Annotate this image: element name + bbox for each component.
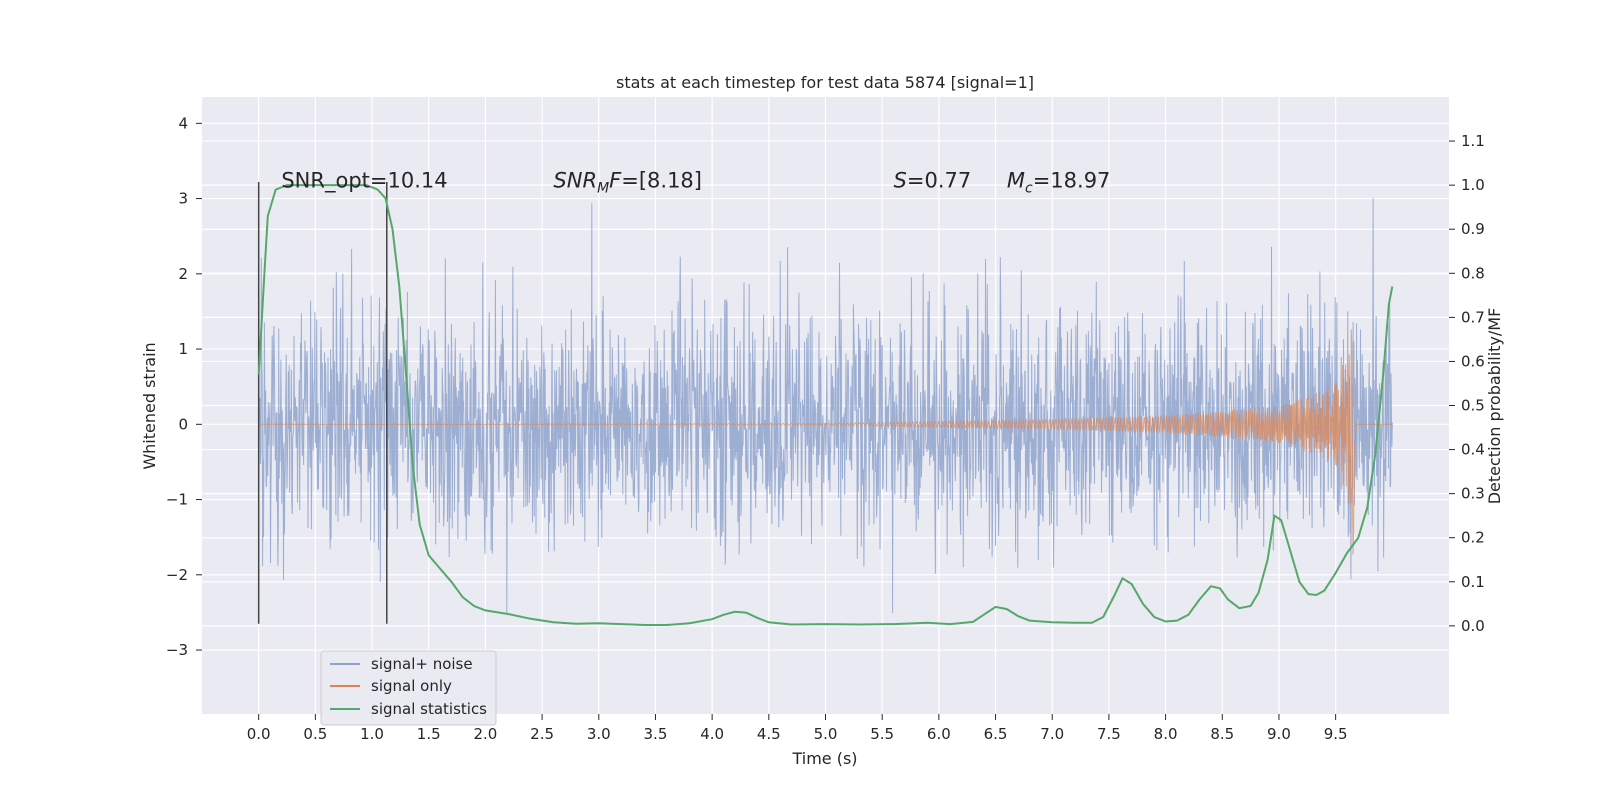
y-tick-label: −1 xyxy=(166,491,188,509)
y-tick-label: −2 xyxy=(166,566,188,584)
y-tick-label: −3 xyxy=(166,641,188,659)
legend-label-stats: signal statistics xyxy=(371,700,487,718)
x-tick-label: 2.5 xyxy=(530,725,554,743)
x-tick-label: 6.0 xyxy=(927,725,951,743)
x-axis-label: Time (s) xyxy=(791,749,857,768)
y-tick-label: 2 xyxy=(178,265,188,283)
annotation-mc_val: Mc=18.97 xyxy=(1007,168,1111,196)
y-tick-label: 0 xyxy=(178,415,188,433)
y2-tick-label: 0.0 xyxy=(1461,617,1485,635)
legend: signal+ noise signal only signal statist… xyxy=(320,650,497,726)
y2-tick-label: 0.5 xyxy=(1461,397,1485,415)
y2-axis-ticks: 1.1 1.0 0.9 0.8 0.7 0.6 0.5 0.4 0.3 0.2 0.1 0.0 xyxy=(1449,132,1485,635)
x-tick-label: 8.5 xyxy=(1210,725,1234,743)
chart-title: stats at each timestep for test data 587… xyxy=(616,73,1034,92)
y2-axis-label: Detection probability/MF xyxy=(1485,308,1504,505)
x-tick-label: 9.0 xyxy=(1267,725,1291,743)
y-tick-label: 3 xyxy=(178,190,188,208)
legend-box xyxy=(320,650,497,726)
y2-tick-label: 0.6 xyxy=(1461,352,1485,370)
x-tick-label: 7.0 xyxy=(1040,725,1064,743)
legend-label-noise: signal+ noise xyxy=(371,655,473,673)
x-tick-label: 0.0 xyxy=(247,725,271,743)
x-tick-label: 5.5 xyxy=(870,725,894,743)
stats-series xyxy=(257,184,1394,626)
y2-tick-label: 0.4 xyxy=(1461,441,1485,459)
signal-trace xyxy=(258,329,1393,555)
x-tick-label: 6.5 xyxy=(984,725,1008,743)
y2-tick-label: 0.7 xyxy=(1461,308,1485,326)
y-axis-label: Whitened strain xyxy=(140,342,159,469)
annotation-snr_mf: SNRMF=[8.18] xyxy=(553,168,702,196)
y2-tick-label: 0.3 xyxy=(1461,485,1485,503)
y-tick-label: 4 xyxy=(178,114,188,132)
x-tick-label: 8.0 xyxy=(1154,725,1178,743)
x-tick-label: 1.5 xyxy=(417,725,441,743)
signal-series xyxy=(258,329,1393,555)
y2-tick-label: 0.8 xyxy=(1461,264,1485,282)
noise-trace xyxy=(258,198,1393,614)
x-tick-label: 7.5 xyxy=(1097,725,1121,743)
y2-tick-label: 0.1 xyxy=(1461,573,1485,591)
x-tick-label: 4.0 xyxy=(700,725,724,743)
y2-tick-label: 0.9 xyxy=(1461,220,1485,238)
x-tick-label: 4.5 xyxy=(757,725,781,743)
annotation-snr_opt: SNR_opt=10.14 xyxy=(281,168,447,193)
legend-label-signal: signal only xyxy=(371,677,452,695)
annotation-s_val: S=0.77 xyxy=(894,168,972,192)
x-tick-label: 3.5 xyxy=(644,725,668,743)
y-axis-ticks: 4 3 2 1 0 −1 −2 −3 xyxy=(166,114,202,659)
x-tick-label: 9.5 xyxy=(1324,725,1348,743)
stats-line xyxy=(257,184,1394,626)
y2-tick-label: 1.1 xyxy=(1461,132,1485,150)
y-tick-label: 1 xyxy=(178,340,188,358)
x-tick-label: 5.0 xyxy=(814,725,838,743)
y2-tick-label: 1.0 xyxy=(1461,176,1485,194)
noise-series xyxy=(258,198,1393,614)
y2-tick-label: 0.2 xyxy=(1461,529,1485,547)
x-tick-label: 3.0 xyxy=(587,725,611,743)
x-tick-label: 0.5 xyxy=(303,725,327,743)
annotations: SNR_opt=10.14 SNRMF=[8.18] S=0.77 Mc=18.97 xyxy=(281,168,1110,196)
x-tick-label: 1.0 xyxy=(360,725,384,743)
x-tick-label: 2.0 xyxy=(473,725,497,743)
x-axis-ticks: 0.0 0.5 1.0 1.5 2.0 2.5 3.0 3.5 4.0 4.5 5.0 5.5 6.0 6… xyxy=(247,714,1348,743)
vertical-markers xyxy=(257,182,388,624)
